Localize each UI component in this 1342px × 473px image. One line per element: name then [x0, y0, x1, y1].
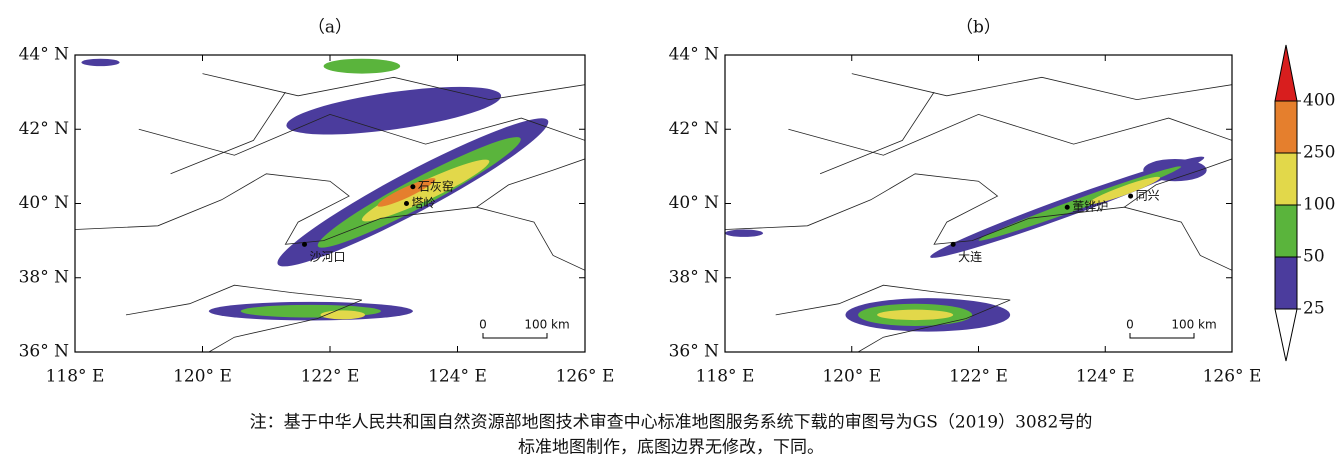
place-label: 大连 [958, 249, 982, 264]
colorbar-segment [1274, 152, 1298, 206]
y-tick-label: 38° N [19, 267, 70, 287]
x-tick-label: 124° E [1076, 367, 1135, 387]
x-tick-label: 118° E [46, 367, 105, 387]
panel-label: （a） [308, 18, 352, 38]
place-marker [1128, 193, 1134, 199]
y-tick-label: 42° N [19, 119, 70, 139]
colorbar-label: 25 [1303, 299, 1325, 319]
boundary [202, 73, 585, 101]
x-tick-label: 124° E [428, 367, 487, 387]
y-tick-label: 36° N [19, 342, 70, 362]
rain-area [1088, 176, 1161, 205]
rain-area [725, 229, 764, 237]
map-area [75, 58, 585, 352]
boundary [851, 73, 1232, 101]
place-label: 董铧炉 [1072, 199, 1108, 214]
panel-label: （b） [956, 18, 1001, 38]
map-area [725, 73, 1232, 352]
note-line: 注：基于中华人民共和国自然资源部地图技术审查中心标准地图服务系统下载的审图号为G… [250, 413, 1093, 433]
boundary [476, 158, 585, 208]
boundary [775, 284, 1011, 352]
place-marker [302, 241, 307, 247]
boundary [725, 173, 1232, 271]
x-tick-label: 120° E [173, 367, 232, 387]
rain-area [377, 178, 436, 207]
scale-start: 0 [1126, 318, 1134, 332]
rain-area [361, 159, 490, 222]
x-tick-label: 122° E [301, 367, 360, 387]
place-marker [950, 241, 956, 247]
colorbar-low [1274, 308, 1298, 362]
rain-area [286, 86, 502, 135]
rain-area [877, 309, 954, 321]
y-tick-label: 40° N [669, 193, 720, 213]
place-marker [1064, 204, 1070, 210]
x-tick-label: 126° E [556, 367, 615, 387]
boundary [788, 113, 1232, 156]
colorbar-segment [1274, 100, 1298, 154]
place-label: 石灰窑 [418, 178, 454, 193]
boundary [170, 91, 286, 175]
colorbar-label: 250 [1303, 143, 1335, 163]
colorbar-label: 100 [1303, 195, 1335, 215]
scale-end: 100 km [524, 318, 569, 332]
note-line: 标准地图制作，底图边界无修改，下同。 [518, 438, 824, 458]
colorbar-high [1274, 44, 1298, 102]
x-tick-label: 120° E [822, 367, 881, 387]
colorbar-label: 400 [1303, 91, 1335, 111]
boundary [1124, 158, 1232, 208]
scale-end: 100 km [1171, 318, 1216, 332]
boundary [819, 91, 935, 175]
rain-area [81, 58, 120, 67]
scale-bar [482, 333, 548, 339]
place-label: 塔岭 [412, 196, 436, 210]
y-tick-label: 38° N [669, 267, 720, 287]
y-tick-label: 44° N [19, 45, 70, 65]
boundary [125, 284, 363, 352]
x-tick-label: 122° E [949, 367, 1008, 387]
rain-area [323, 58, 401, 74]
colorbar-segment [1274, 256, 1298, 310]
y-tick-label: 40° N [19, 193, 70, 213]
boundary [75, 173, 585, 271]
place-label: 同兴 [1136, 189, 1160, 203]
scale-start: 0 [479, 318, 487, 332]
place-marker [410, 184, 416, 190]
colorbar-segment [1274, 204, 1298, 258]
y-tick-label: 44° N [669, 45, 720, 65]
place-label: 沙河口 [310, 250, 346, 264]
place-marker [404, 201, 409, 206]
colorbar-label: 50 [1303, 247, 1325, 267]
y-tick-label: 42° N [669, 119, 720, 139]
boundary [138, 113, 585, 156]
x-tick-label: 126° E [1203, 367, 1262, 387]
x-tick-label: 118° E [696, 367, 755, 387]
scale-bar [1129, 333, 1195, 339]
y-tick-label: 36° N [669, 342, 720, 362]
